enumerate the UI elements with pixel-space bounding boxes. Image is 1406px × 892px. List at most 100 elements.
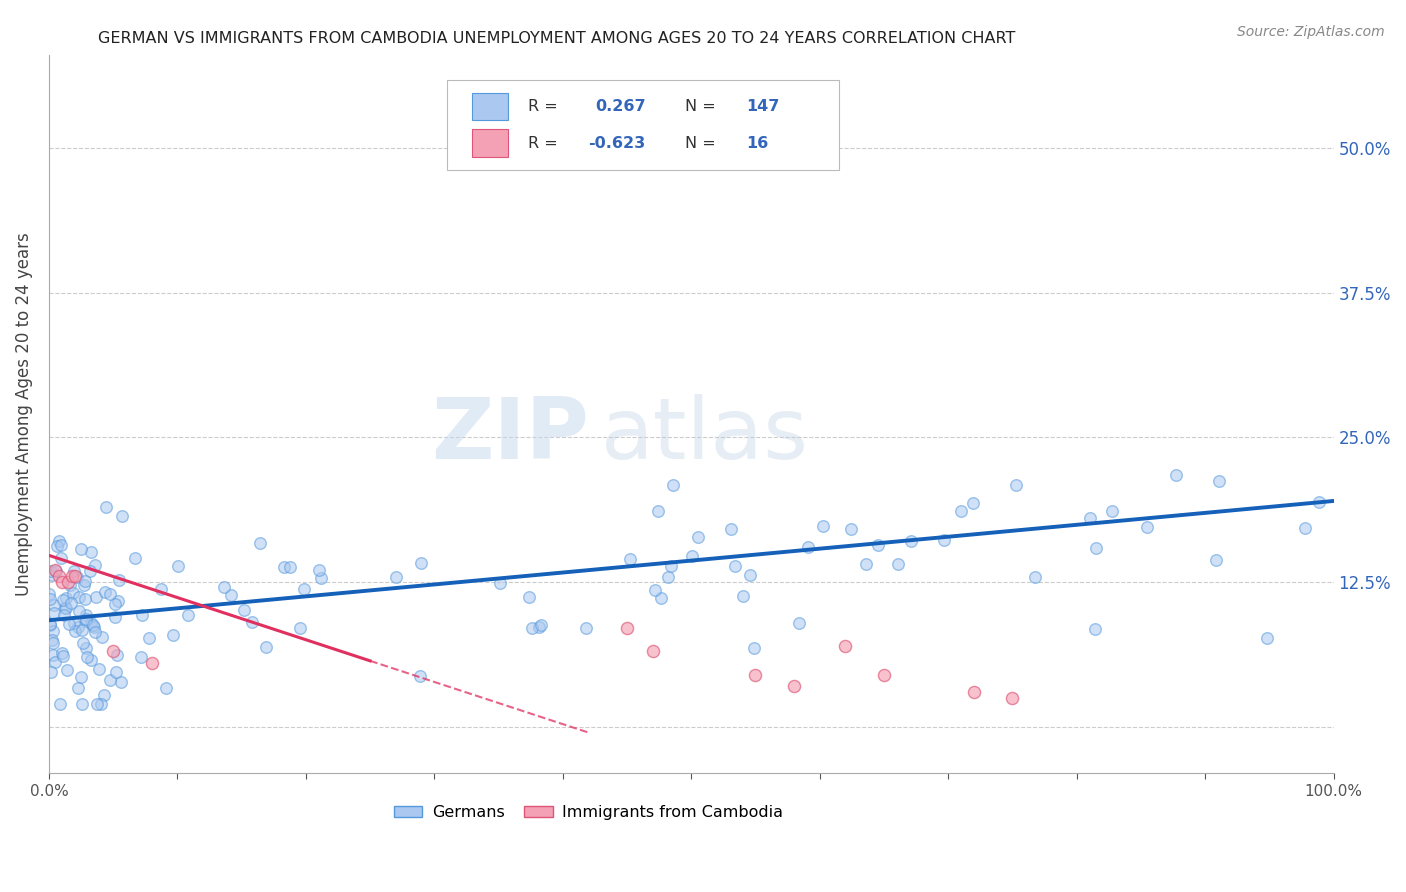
Point [280,559,302,574]
Point [75,614,97,628]
Point [155,681,177,695]
Point [659,558,682,573]
Point [86,697,108,711]
Point [45,565,67,579]
Text: 0.267: 0.267 [595,100,645,114]
Point [530,618,553,632]
Point [409,668,432,682]
Point [811,518,834,533]
Point [1164,467,1187,482]
Point [308,563,330,577]
Point [84,590,107,604]
Point [232,603,254,617]
Point [273,560,295,574]
Point [124,551,146,566]
Point [789,615,811,630]
Point [411,557,433,571]
Point [107,573,129,587]
Point [44,598,66,612]
Point [51,646,73,660]
Point [80,653,103,667]
Point [900,534,922,549]
Point [1024,570,1046,584]
Point [1101,504,1123,518]
Point [41,568,63,582]
Text: GERMAN VS IMMIGRANTS FROM CAMBODIA UNEMPLOYMENT AMONG AGES 20 TO 24 YEARS CORREL: GERMAN VS IMMIGRANTS FROM CAMBODIA UNEMP… [98,31,1015,46]
Point [42,636,65,650]
Point [80,615,103,630]
Point [59,578,82,592]
Point [105,648,128,663]
Point [657,570,679,584]
Point [1001,690,1024,705]
Point [56,663,79,677]
Point [662,477,685,491]
Point [70,623,93,637]
Point [63,569,86,583]
Point [60,569,83,583]
Point [98,673,121,687]
Point [150,582,173,597]
Point [62,586,84,600]
Point [91,630,114,644]
Point [254,640,277,654]
Point [1085,541,1108,556]
Point [51,574,73,589]
Point [219,588,242,602]
Point [42,624,65,638]
Point [104,610,127,624]
FancyBboxPatch shape [471,93,508,120]
Point [104,597,127,611]
Point [519,590,541,604]
Point [79,564,101,578]
Point [616,621,638,635]
Point [744,641,766,656]
Text: atlas: atlas [602,394,810,477]
Point [1136,520,1159,534]
Point [94,500,117,514]
Point [107,594,129,608]
Point [53,608,76,623]
Point [82,618,104,632]
Text: N =: N = [685,136,716,151]
Point [39,564,62,578]
Point [962,496,984,510]
Point [873,667,896,681]
Point [100,587,122,601]
FancyBboxPatch shape [447,80,839,170]
Point [93,688,115,702]
Legend: Germans, Immigrants from Cambodia: Germans, Immigrants from Cambodia [387,798,790,826]
Point [292,582,315,597]
Point [83,558,105,573]
Point [41,632,63,647]
Point [1080,511,1102,525]
Point [138,631,160,645]
Point [162,628,184,642]
Text: -0.623: -0.623 [589,136,645,151]
Text: 16: 16 [747,136,769,151]
Point [103,644,125,658]
Point [44,655,66,669]
Point [738,568,761,582]
Point [868,538,890,552]
Point [249,536,271,550]
Point [62,564,84,578]
Point [48,533,70,548]
Point [66,681,89,696]
Point [39,617,62,632]
Point [51,551,73,566]
Point [75,607,97,622]
Point [90,697,112,711]
Point [129,649,152,664]
Point [59,596,82,610]
Point [886,557,908,571]
Point [644,583,666,598]
Point [110,675,132,690]
Point [311,571,333,585]
Point [1005,478,1028,492]
Point [42,648,65,662]
Point [67,603,90,617]
FancyBboxPatch shape [471,129,508,156]
Text: 147: 147 [747,100,780,114]
Point [53,601,76,615]
